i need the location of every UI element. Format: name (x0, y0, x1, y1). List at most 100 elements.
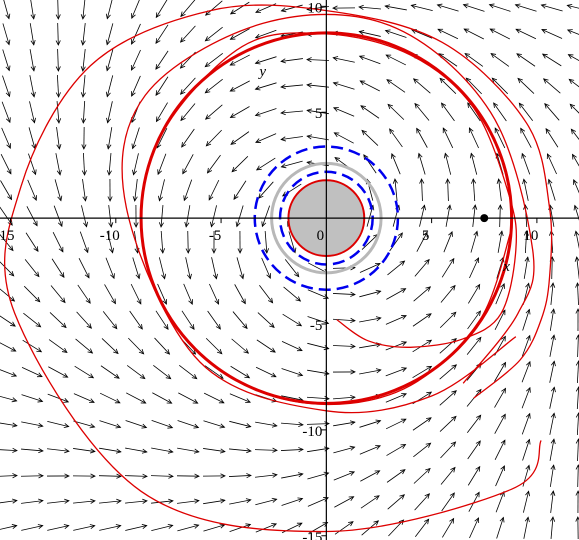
field-arrow (0, 288, 16, 302)
field-arrow (211, 230, 217, 254)
field-arrow (105, 49, 114, 72)
field-arrow (385, 367, 408, 377)
field-arrow (541, 28, 563, 39)
field-arrow (178, 392, 199, 404)
field-arrow (104, 284, 116, 305)
x-tick-label: 10 (523, 228, 538, 244)
y-axis-label: y (257, 64, 266, 80)
field-arrow (332, 317, 356, 323)
field-arrow (306, 57, 330, 63)
field-arrow (284, 259, 300, 278)
field-arrow (185, 257, 192, 280)
field-arrow (359, 368, 382, 375)
field-arrow (29, 23, 36, 46)
field-arrow (23, 312, 42, 328)
field-arrow (27, 179, 37, 201)
field-arrow (441, 492, 455, 512)
field-arrow (152, 392, 173, 404)
field-arrow (231, 338, 250, 354)
field-arrow (495, 465, 506, 487)
field-arrow (20, 473, 44, 479)
field-arrow (150, 473, 174, 479)
field-arrow (0, 395, 18, 403)
field-arrow (47, 421, 70, 429)
field-arrow (280, 110, 303, 116)
field-arrow (229, 106, 250, 118)
field-arrow (132, 153, 139, 176)
field-arrow (177, 498, 200, 504)
field-arrow (333, 445, 356, 454)
field-arrow (185, 230, 191, 254)
field-arrow (80, 49, 86, 72)
field-arrow (549, 360, 556, 383)
field-arrow (155, 310, 169, 330)
field-arrow (491, 77, 509, 95)
field-arrow (255, 133, 277, 143)
field-arrow (489, 28, 510, 40)
field-arrow (158, 257, 167, 280)
field-arrow (438, 53, 458, 67)
field-arrow (204, 0, 223, 16)
field-arrow (179, 365, 198, 380)
field-arrow (23, 285, 41, 303)
field-arrow (255, 497, 278, 506)
field-arrow (47, 448, 70, 454)
field-arrow (333, 132, 354, 144)
field-arrow (468, 491, 480, 512)
field-arrow (155, 76, 169, 97)
field-arrow (414, 493, 431, 511)
field-arrow (572, 153, 579, 167)
field-arrow (203, 448, 226, 454)
field-arrow (229, 1, 250, 15)
field-arrow (410, 3, 433, 12)
field-arrow (72, 473, 96, 479)
field-arrow (412, 365, 433, 379)
field-arrow (412, 417, 432, 431)
field-arrow (263, 231, 270, 254)
field-arrow (81, 126, 87, 150)
field-arrow (209, 283, 220, 305)
y-tick-label: 10 (307, 0, 322, 16)
field-arrow (208, 179, 220, 201)
field-arrow (443, 152, 452, 175)
field-arrow (520, 127, 532, 148)
field-arrow (76, 311, 92, 329)
field-arrow (280, 58, 303, 64)
field-arrow (49, 312, 67, 329)
field-arrow (28, 127, 37, 150)
field-arrow (488, 3, 511, 12)
field-arrow (48, 339, 68, 353)
field-arrow (467, 440, 481, 460)
field-arrow (391, 152, 401, 175)
field-arrow (99, 498, 122, 504)
field-arrow (549, 438, 556, 461)
field-arrow (307, 342, 330, 351)
field-arrow (307, 369, 330, 376)
field-arrow (281, 368, 304, 377)
field-arrow (50, 285, 66, 304)
field-arrow (550, 516, 556, 539)
field-arrow (389, 128, 403, 148)
field-arrow (521, 360, 531, 383)
field-arrow (522, 308, 531, 331)
field-arrow (464, 52, 484, 67)
field-arrow (517, 77, 535, 94)
field-arrow (257, 312, 275, 329)
field-arrow (306, 395, 330, 401)
field-arrow (176, 473, 200, 479)
field-arrow (106, 153, 112, 176)
field-arrow (440, 102, 455, 122)
field-arrow (0, 447, 18, 453)
field-arrow (574, 230, 579, 249)
field-arrow (416, 231, 428, 252)
field-arrow (359, 445, 381, 455)
field-arrow (436, 3, 459, 12)
field-arrow (359, 316, 382, 323)
field-arrow (125, 498, 148, 504)
field-arrow (443, 230, 453, 253)
field-arrow (155, 0, 168, 19)
field-arrow (469, 257, 480, 279)
field-arrow (497, 230, 504, 253)
field-arrow (155, 24, 169, 44)
field-arrow (205, 129, 222, 147)
